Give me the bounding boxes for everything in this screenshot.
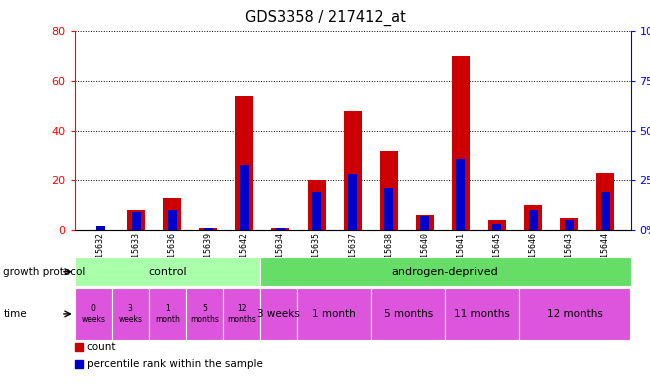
Text: androgen-deprived: androgen-deprived [392, 266, 499, 277]
Text: 12 months: 12 months [547, 309, 603, 319]
Text: 11 months: 11 months [454, 309, 510, 319]
Bar [203, 228, 213, 230]
Text: 3
weeks: 3 weeks [118, 304, 142, 324]
Bar [601, 192, 610, 230]
Bar [235, 96, 254, 230]
Bar [488, 220, 506, 230]
Text: 3 weeks: 3 weeks [257, 309, 300, 319]
Bar [380, 151, 398, 230]
Bar [127, 210, 145, 230]
Bar [168, 210, 177, 230]
Bar [260, 257, 630, 286]
Bar [112, 288, 149, 340]
Bar [528, 210, 538, 230]
Bar [421, 217, 429, 230]
Bar [200, 228, 217, 230]
Text: growth protocol: growth protocol [3, 266, 86, 277]
Bar [452, 56, 470, 230]
Text: 0
weeks: 0 weeks [81, 304, 105, 324]
Bar [384, 189, 393, 230]
Bar [96, 227, 105, 230]
Bar [560, 218, 578, 230]
Bar [240, 164, 249, 230]
Bar [456, 159, 465, 230]
Bar [75, 257, 260, 286]
Bar [75, 288, 112, 340]
Bar [223, 288, 260, 340]
Text: control: control [148, 266, 187, 277]
Text: 5 months: 5 months [384, 309, 433, 319]
Bar [131, 212, 140, 230]
Bar [276, 228, 285, 230]
Bar [524, 205, 542, 230]
Bar [493, 224, 502, 230]
Bar [348, 174, 357, 230]
Text: 12
months: 12 months [227, 304, 256, 324]
Bar [272, 228, 289, 230]
Bar [307, 180, 326, 230]
Bar [163, 198, 181, 230]
Bar [371, 288, 445, 340]
Text: GDS3358 / 217412_at: GDS3358 / 217412_at [244, 10, 406, 26]
Bar [445, 288, 519, 340]
Bar [297, 288, 371, 340]
Bar [75, 360, 83, 368]
Bar [312, 192, 321, 230]
Bar [596, 173, 614, 230]
Text: 5
months: 5 months [190, 304, 219, 324]
Bar [416, 215, 434, 230]
Bar [519, 288, 630, 340]
Text: count: count [86, 342, 116, 353]
Bar [186, 288, 223, 340]
Bar [260, 288, 297, 340]
Text: percentile rank within the sample: percentile rank within the sample [86, 359, 263, 369]
Bar [344, 111, 361, 230]
Bar [149, 288, 186, 340]
Text: 1 month: 1 month [312, 309, 356, 319]
Text: time: time [3, 309, 27, 319]
Text: 1
month: 1 month [155, 304, 180, 324]
Bar [75, 343, 83, 351]
Bar [565, 220, 574, 230]
